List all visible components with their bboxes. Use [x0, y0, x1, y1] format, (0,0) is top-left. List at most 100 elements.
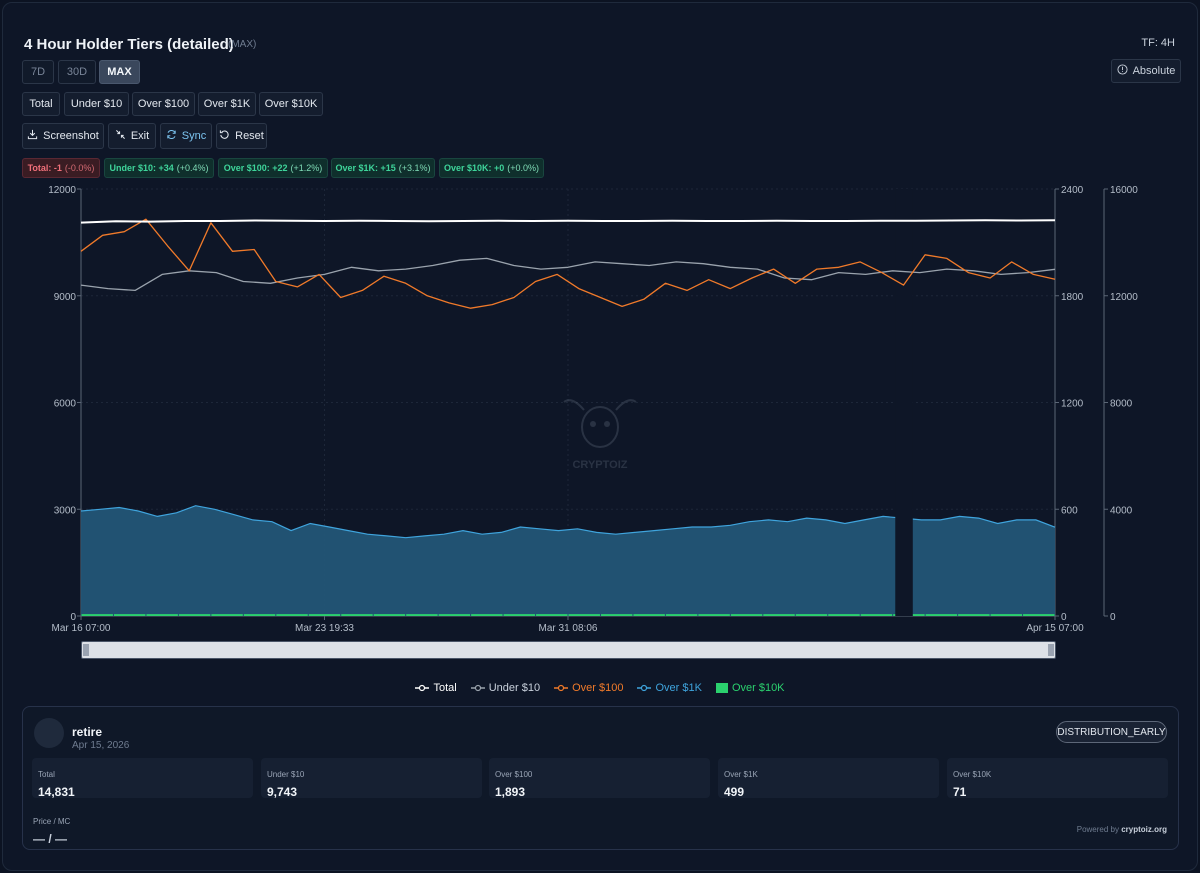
right2-tick-label: 16000 — [1110, 185, 1138, 196]
bar-over-10k — [633, 614, 665, 616]
series-over-1k-area — [81, 505, 1055, 616]
left-tick-label: 0 — [70, 612, 76, 623]
bar-over-10k — [178, 614, 211, 616]
tier-over-10k-button[interactable]: Over $10K — [259, 92, 323, 116]
page-title: 4 Hour Holder Tiers (detailed) — [24, 36, 234, 53]
badge-delta: +0 — [494, 163, 505, 173]
bar-over-10k — [600, 614, 633, 616]
absolute-label: Absolute — [1132, 65, 1176, 77]
powered-by-link[interactable]: cryptoiz.org — [1121, 825, 1167, 834]
badge-pct: (+0.4%) — [176, 163, 209, 173]
stat-value: 71 — [953, 785, 967, 799]
stat-value: 1,893 — [495, 785, 526, 799]
screenshot-button[interactable]: Screenshot — [22, 123, 104, 149]
legend-label: Over $100 — [572, 682, 624, 694]
stat-over-100: Over $100 1,893 — [489, 758, 710, 799]
chart-legend: Total Under $10 Over $100 Over $1K Over … — [0, 682, 1200, 694]
badge-name: Under $10: — [109, 163, 156, 173]
badge-name: Total: — [27, 163, 52, 173]
tier-over-1k-button[interactable]: Over $1K — [198, 92, 256, 116]
legend-line-icon — [554, 684, 569, 692]
bar-over-10k — [568, 614, 600, 616]
badge-delta: +34 — [158, 163, 174, 173]
bar-over-10k — [243, 614, 276, 616]
price-mc-label: Price / MC — [33, 817, 71, 826]
right2-tick-label: 12000 — [1110, 292, 1138, 303]
holder-tiers-chart[interactable]: 0 3000 6000 9000 12000 0 600 1200 1800 2400 0 4000 8… — [0, 175, 1200, 635]
title-range-label: (MAX) — [228, 39, 257, 50]
sync-button[interactable]: Sync — [160, 123, 212, 149]
exit-button[interactable]: Exit — [108, 123, 156, 149]
status-badge[interactable]: DISTRIBUTION_EARLY — [1056, 721, 1167, 743]
change-badge-over-100: Over $100: +22 (+1.2%) — [218, 158, 328, 178]
badge-pct: (+3.1%) — [398, 163, 431, 173]
watermark-text: CRYPTOIZ — [572, 459, 627, 471]
stat-over-10k: Over $10K 71 — [947, 758, 1168, 799]
range-30d-button[interactable]: 30D — [58, 60, 96, 84]
cryptoiz-watermark: CRYPTOIZ — [563, 399, 637, 471]
bar-over-10k — [665, 614, 698, 616]
bar-over-10k — [536, 614, 568, 616]
x-tick-label: Mar 23 19:33 — [295, 623, 354, 634]
legend-item-under-10[interactable]: Under $10 — [470, 682, 540, 694]
legend-line-icon — [637, 684, 652, 692]
stat-label: Over $100 — [495, 770, 533, 779]
legend-label: Total — [433, 682, 457, 694]
right2-tick-label: 0 — [1110, 612, 1116, 623]
right1-tick-label: 0 — [1061, 612, 1067, 623]
right1-tick-label: 600 — [1061, 505, 1078, 516]
tier-total-button[interactable]: Total — [22, 92, 60, 116]
bar-over-10k — [373, 614, 406, 616]
change-badge-over-10k: Over $10K: +0 (+0.0%) — [439, 158, 544, 178]
legend-label: Over $10K — [731, 682, 785, 694]
bar-over-10k — [763, 614, 795, 616]
stat-over-1k: Over $1K 499 — [718, 758, 939, 799]
bar-over-10k — [1023, 614, 1055, 616]
tier-over-100-button[interactable]: Over $100 — [132, 92, 195, 116]
legend-line-icon — [470, 684, 485, 692]
bar-over-10k — [471, 614, 503, 616]
download-icon — [27, 129, 38, 143]
snapshot-card: retire Apr 15, 2026 DISTRIBUTION_EARLY T… — [22, 706, 1179, 850]
tier-under-10-button[interactable]: Under $10 — [64, 92, 129, 116]
scrollbar-left-handle[interactable] — [83, 644, 89, 656]
legend-item-total[interactable]: Total — [415, 682, 457, 694]
info-icon — [1117, 64, 1128, 78]
timeframe-label: TF: 4H — [1141, 37, 1175, 49]
change-badge-under-10: Under $10: +34 (+0.4%) — [104, 158, 214, 178]
bar-over-10k — [730, 614, 763, 616]
absolute-toggle-button[interactable]: Absolute — [1111, 59, 1181, 83]
stat-under-10: Under $10 9,743 — [261, 758, 482, 799]
badge-delta: +15 — [380, 163, 396, 173]
range-scrollbar[interactable] — [81, 641, 1056, 659]
bar-over-10k — [925, 614, 958, 616]
legend-item-over-100[interactable]: Over $100 — [554, 682, 623, 694]
right1-tick-label: 1200 — [1061, 399, 1084, 410]
range-7d-button[interactable]: 7D — [22, 60, 54, 84]
legend-label: Over $1K — [655, 682, 702, 694]
x-tick-label: Mar 31 08:06 — [539, 623, 598, 634]
badge-pct: (+1.2%) — [290, 163, 323, 173]
bar-over-10k — [860, 614, 893, 616]
right1-tick-label: 1800 — [1061, 292, 1084, 303]
series-line-over-100 — [80, 218, 1056, 309]
badge-delta: -1 — [53, 163, 62, 173]
legend-item-over-1k[interactable]: Over $1K — [637, 682, 702, 694]
legend-bar-icon — [715, 683, 728, 693]
reset-button[interactable]: Reset — [216, 123, 267, 149]
range-max-button[interactable]: MAX — [99, 60, 140, 84]
bar-over-10k — [406, 614, 438, 616]
badge-delta: +22 — [272, 163, 288, 173]
stat-value: 499 — [724, 785, 745, 799]
chart-series — [80, 189, 1056, 616]
stat-label: Total — [38, 770, 55, 779]
bar-over-10k — [438, 614, 471, 616]
bar-over-10k — [81, 614, 113, 616]
series-over-1k-line — [80, 505, 1056, 539]
right1-tick-label: 2400 — [1061, 185, 1084, 196]
scrollbar-right-handle[interactable] — [1048, 644, 1054, 656]
bar-over-10k — [146, 614, 178, 616]
collapse-icon — [115, 129, 126, 143]
legend-item-over-10k[interactable]: Over $10K — [715, 682, 785, 694]
snapshot-name: retire — [72, 725, 103, 739]
